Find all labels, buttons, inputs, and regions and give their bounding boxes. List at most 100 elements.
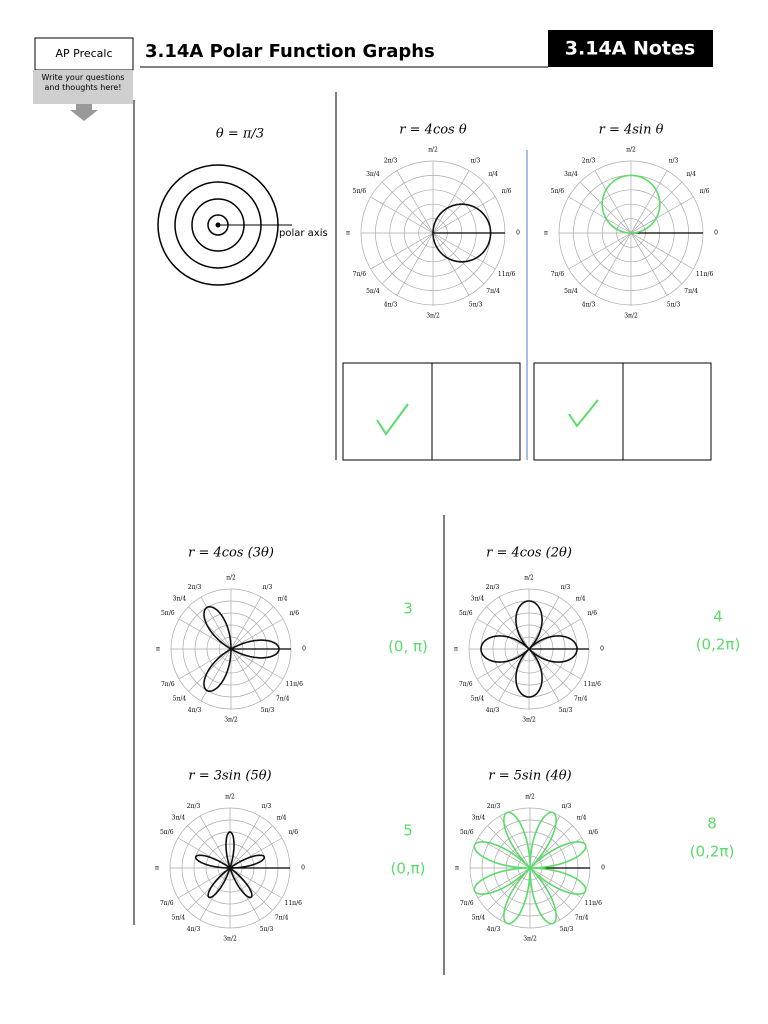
- polar-spoke: [200, 596, 232, 650]
- angle-label: 5π/4: [471, 696, 485, 703]
- angle-label: 3π/2: [224, 717, 238, 724]
- angle-label: 0: [601, 865, 605, 872]
- angle-label: 3π/4: [471, 595, 485, 602]
- angle-label: π/4: [278, 595, 288, 602]
- angle-label: 5π/6: [551, 188, 565, 195]
- polar-spoke: [432, 170, 470, 234]
- badge-box: [548, 30, 713, 67]
- polar-spoke: [432, 181, 485, 234]
- angle-label: 3π/2: [426, 313, 440, 320]
- polar-spoke: [476, 648, 530, 680]
- polar-spoke: [568, 196, 632, 234]
- angle-label: 5π/4: [564, 288, 578, 295]
- polar-spoke: [528, 648, 560, 702]
- angle-label: 3π/4: [472, 814, 486, 821]
- polar-spoke: [188, 606, 232, 650]
- polar-spoke: [229, 825, 273, 869]
- polar-spoke: [630, 232, 694, 270]
- angle-label: π/2: [428, 147, 438, 154]
- polar-spoke: [594, 170, 632, 234]
- angle-label: π/2: [626, 147, 636, 154]
- polar-spoke: [229, 815, 261, 869]
- angle-label: 5π/6: [161, 610, 175, 617]
- intro-equation: θ = π/3: [216, 127, 264, 142]
- angle-label: π/4: [277, 814, 287, 821]
- arrow: [70, 104, 98, 121]
- polar-spoke: [432, 232, 485, 285]
- angle-label: 5π/3: [469, 301, 483, 308]
- angle-label: 7π/4: [575, 915, 589, 922]
- angle-label: 3π/4: [366, 171, 380, 178]
- checks: [376, 399, 599, 436]
- angle-label: 5π/3: [560, 926, 574, 933]
- polar-curve: [601, 174, 661, 234]
- angle-label: 3π/4: [172, 814, 186, 821]
- polar-curve: [432, 203, 492, 263]
- petal-count: 3: [403, 600, 413, 618]
- polar-spoke: [528, 606, 572, 650]
- angle-label: 11π/6: [696, 271, 714, 278]
- polar-spoke: [230, 648, 262, 702]
- angle-label: 11π/6: [584, 681, 602, 688]
- angle-label: 2π/3: [487, 803, 501, 810]
- polar-spoke: [594, 232, 632, 296]
- angle-label: 3π/2: [223, 936, 237, 943]
- petal-count: 5: [403, 822, 413, 840]
- angle-label: 11π/6: [498, 271, 516, 278]
- angle-label: 7π/4: [684, 288, 698, 295]
- polar-spoke: [230, 648, 274, 692]
- angle-label: π/3: [263, 584, 273, 591]
- angle-label: π/3: [561, 584, 571, 591]
- petal-count: 4: [713, 608, 723, 626]
- polar-spoke: [229, 867, 283, 899]
- polar-spoke: [396, 170, 434, 234]
- angle-label: π: [346, 230, 350, 237]
- petal-count: 8: [707, 815, 717, 833]
- angle-label: π/2: [225, 794, 235, 801]
- angle-label: 7π/4: [486, 288, 500, 295]
- angle-label: π/2: [525, 794, 535, 801]
- angle-label: π/3: [669, 158, 679, 165]
- angle-label: π/6: [288, 829, 298, 836]
- angle-label: 5π/3: [559, 707, 573, 714]
- angle-label: 2π/3: [582, 158, 596, 165]
- check-boxes: [342, 362, 712, 461]
- angle-label: 7π/4: [574, 696, 588, 703]
- angle-label: 3π/2: [523, 936, 537, 943]
- angle-label: π/4: [576, 595, 586, 602]
- angle-label: π/4: [577, 814, 587, 821]
- angle-label: 3π/4: [564, 171, 578, 178]
- course-box: [34, 37, 134, 71]
- angle-label: 5π/6: [459, 610, 473, 617]
- polar-spoke: [528, 648, 572, 692]
- angle-label: 5π/3: [667, 301, 681, 308]
- angle-label: π/3: [262, 803, 272, 810]
- polar-spoke: [630, 181, 683, 234]
- angle-label: 2π/3: [187, 803, 201, 810]
- angle-label: 0: [516, 230, 520, 237]
- polar-curve: [473, 811, 587, 925]
- angle-label: 2π/3: [384, 158, 398, 165]
- angle-label: 4π/3: [487, 926, 501, 933]
- polar-spoke: [396, 232, 434, 296]
- angle-label: 5π/4: [366, 288, 380, 295]
- angle-label: π/6: [289, 610, 299, 617]
- polar-spoke: [486, 648, 530, 692]
- angle-label: π/3: [471, 158, 481, 165]
- angle-label: 7π/6: [459, 681, 473, 688]
- polar-spoke: [630, 196, 694, 234]
- angle-label: 5π/4: [472, 915, 486, 922]
- angle-label: π: [156, 646, 160, 653]
- polar-spoke: [187, 825, 231, 869]
- angle-label: 3π/2: [522, 717, 536, 724]
- polar-spoke: [230, 596, 262, 650]
- polar-spoke: [630, 170, 668, 234]
- interval: (0,2π): [690, 843, 735, 861]
- polar-spoke: [200, 648, 232, 702]
- angle-label: 0: [302, 646, 306, 653]
- angle-label: 3π/4: [173, 595, 187, 602]
- angle-label: 4π/3: [486, 707, 500, 714]
- polar-spoke: [370, 232, 434, 270]
- angle-label: 7π/6: [460, 900, 474, 907]
